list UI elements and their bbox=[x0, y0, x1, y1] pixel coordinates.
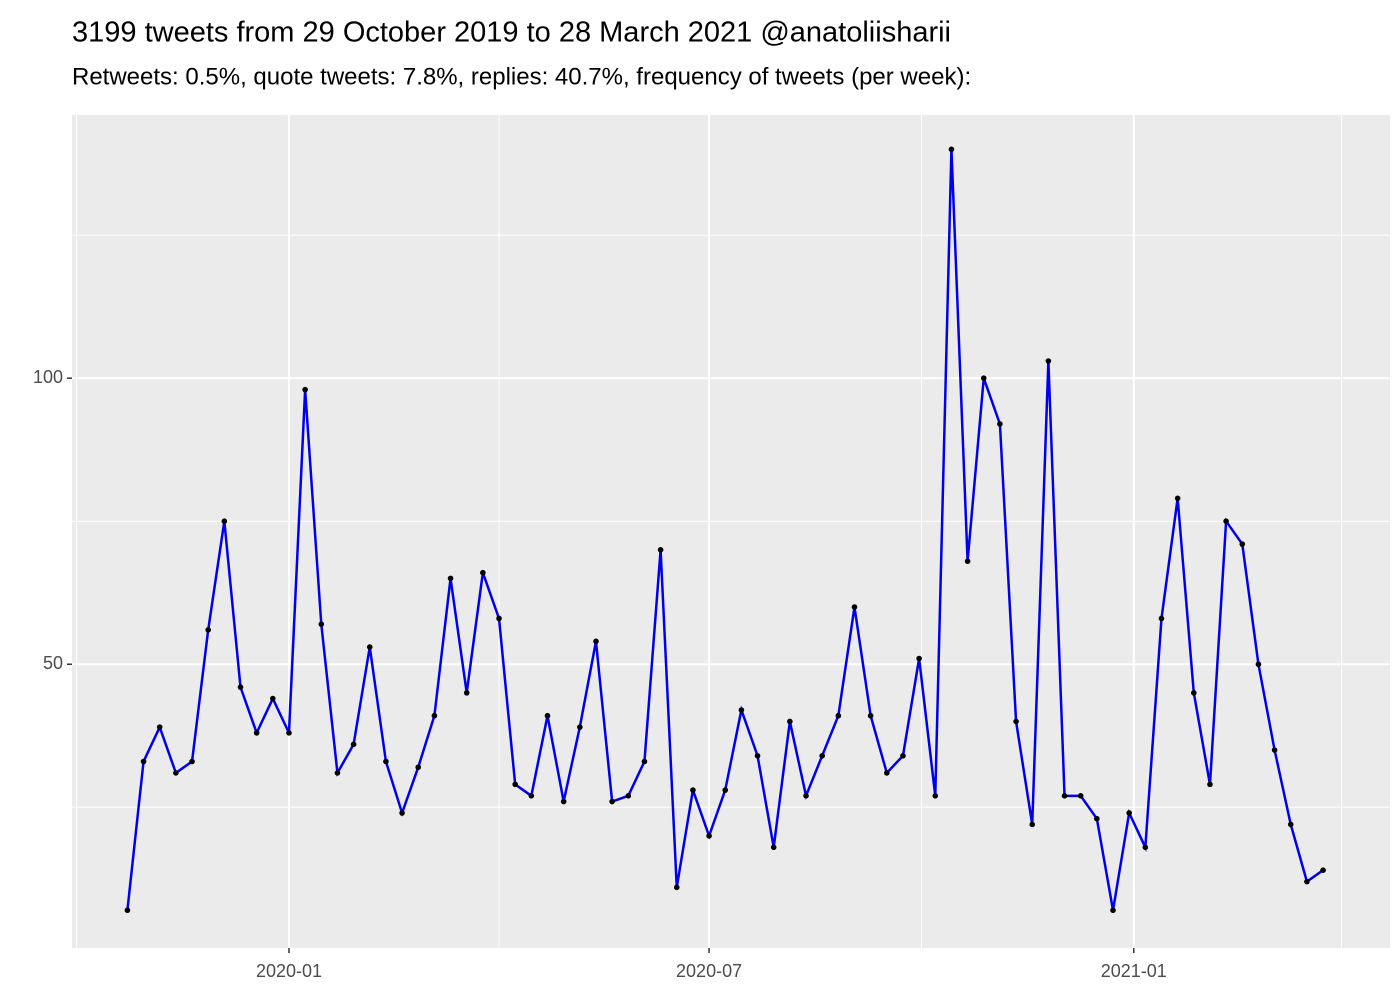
data-point bbox=[463, 690, 470, 696]
data-point bbox=[140, 758, 147, 765]
data-point bbox=[835, 712, 842, 719]
data-point bbox=[480, 569, 486, 576]
data-point bbox=[270, 695, 276, 702]
data-point bbox=[383, 758, 389, 765]
data-point bbox=[366, 644, 373, 650]
data-point bbox=[884, 770, 890, 776]
data-point bbox=[1077, 793, 1084, 799]
data-point bbox=[803, 793, 809, 799]
data-point bbox=[932, 793, 939, 799]
data-point bbox=[1271, 747, 1278, 753]
data-point bbox=[819, 752, 825, 759]
data-point bbox=[1304, 878, 1310, 885]
data-point bbox=[1174, 495, 1181, 502]
data-point bbox=[560, 798, 567, 805]
data-point bbox=[948, 146, 955, 153]
data-point bbox=[1287, 821, 1294, 828]
data-point bbox=[205, 627, 211, 633]
x-tick-label: 2020-07 bbox=[676, 961, 742, 981]
data-point bbox=[1126, 810, 1132, 816]
data-point bbox=[1061, 793, 1068, 799]
data-point bbox=[544, 712, 551, 719]
data-point bbox=[851, 604, 858, 610]
data-point bbox=[528, 793, 535, 799]
data-point bbox=[1094, 815, 1100, 822]
data-point bbox=[1142, 844, 1149, 851]
data-point bbox=[787, 718, 793, 725]
x-tick-label: 2020-01 bbox=[256, 961, 322, 981]
data-point bbox=[431, 712, 438, 719]
data-point bbox=[334, 770, 341, 776]
data-point bbox=[156, 724, 163, 730]
data-point bbox=[302, 386, 308, 393]
data-point bbox=[1158, 615, 1165, 622]
data-point bbox=[1029, 821, 1036, 828]
data-point bbox=[1255, 661, 1262, 668]
data-point bbox=[173, 770, 179, 776]
data-point bbox=[900, 752, 906, 759]
data-point bbox=[350, 741, 357, 748]
data-point bbox=[189, 758, 195, 765]
data-point bbox=[447, 575, 454, 582]
data-point bbox=[641, 758, 648, 765]
data-point bbox=[1239, 541, 1246, 547]
data-point bbox=[770, 844, 777, 851]
data-point bbox=[673, 884, 680, 891]
data-point bbox=[738, 707, 745, 713]
data-point bbox=[609, 798, 615, 805]
data-point bbox=[657, 547, 664, 553]
data-point bbox=[415, 764, 422, 771]
data-point bbox=[512, 781, 518, 788]
y-tick-label: 100 bbox=[33, 367, 63, 387]
data-point bbox=[980, 375, 987, 381]
data-point bbox=[253, 730, 260, 736]
data-point bbox=[496, 615, 502, 622]
data-point bbox=[221, 518, 228, 525]
data-point bbox=[625, 793, 632, 799]
data-point bbox=[997, 421, 1003, 427]
data-point bbox=[754, 752, 761, 759]
data-point bbox=[318, 621, 325, 627]
plot-panel bbox=[72, 115, 1390, 948]
data-point bbox=[593, 638, 599, 645]
data-point bbox=[1110, 907, 1116, 914]
chart-title: 3199 tweets from 29 October 2019 to 28 M… bbox=[72, 17, 951, 49]
data-point bbox=[286, 730, 292, 736]
data-point bbox=[1207, 781, 1213, 788]
data-point bbox=[690, 787, 696, 793]
x-tick-label: 2021-01 bbox=[1101, 961, 1167, 981]
data-point bbox=[867, 712, 874, 719]
data-point bbox=[577, 724, 583, 730]
data-point bbox=[722, 787, 729, 793]
y-tick-label: 50 bbox=[43, 653, 63, 673]
data-point bbox=[1320, 867, 1326, 873]
data-point bbox=[124, 907, 131, 914]
data-point bbox=[399, 810, 405, 816]
data-point bbox=[237, 684, 244, 690]
data-point bbox=[1191, 690, 1197, 696]
data-point bbox=[1013, 718, 1019, 725]
data-point bbox=[964, 558, 971, 565]
data-point bbox=[1223, 518, 1229, 525]
data-point bbox=[706, 833, 712, 839]
chart-subtitle: Retweets: 0.5%, quote tweets: 7.8%, repl… bbox=[72, 63, 971, 90]
data-point bbox=[1045, 358, 1052, 364]
data-point bbox=[916, 655, 922, 662]
